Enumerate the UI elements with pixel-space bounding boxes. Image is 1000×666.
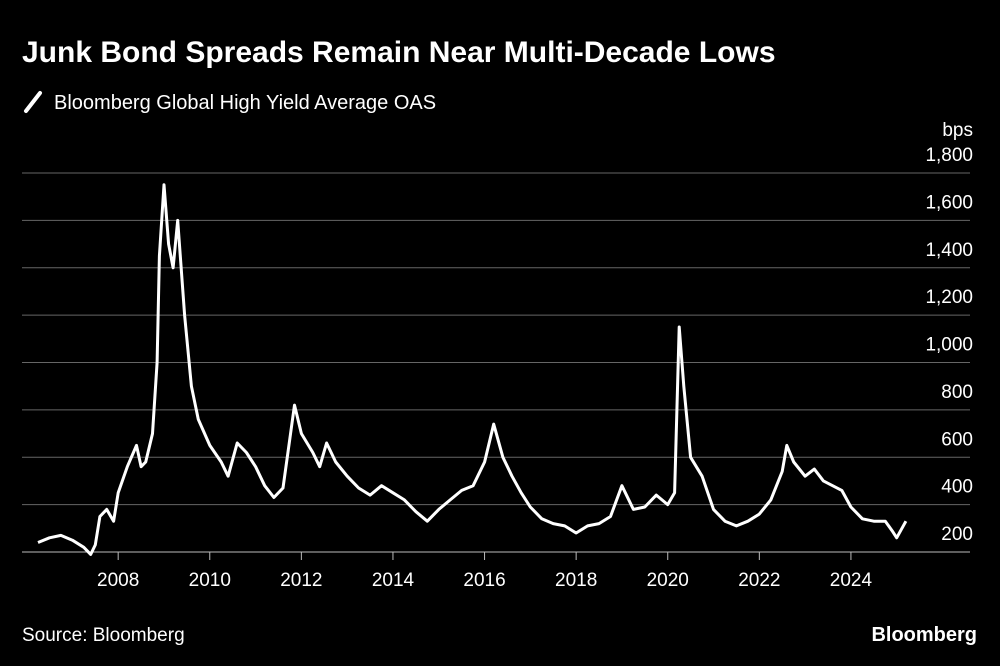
y-tick-label: 600: [941, 429, 973, 450]
chart-title: Junk Bond Spreads Remain Near Multi-Deca…: [22, 36, 776, 69]
y-tick-label: 400: [941, 477, 973, 498]
y-tick-label: 1,400: [925, 240, 973, 261]
y-tick-label: 200: [941, 524, 973, 545]
legend-swatch: [24, 91, 42, 113]
y-tick-label: 800: [941, 382, 973, 403]
x-tick-label: 2020: [647, 570, 689, 591]
y-axis-label: bps: [942, 120, 973, 141]
x-tick-label: 2016: [463, 570, 505, 591]
brand: Bloomberg: [871, 624, 977, 646]
y-tick-label: 1,000: [925, 335, 973, 356]
x-tick-label: 2022: [738, 570, 780, 591]
x-tick-label: 2008: [97, 570, 139, 591]
y-tick-label: 1,600: [925, 192, 973, 213]
line-series: [37, 183, 908, 556]
x-tick-label: 2012: [280, 570, 322, 591]
legend-label: Bloomberg Global High Yield Average OAS: [54, 92, 436, 114]
x-tick-label: 2014: [372, 570, 415, 591]
x-tick-label: 2018: [555, 570, 597, 591]
x-tick-label: 2010: [189, 570, 231, 591]
source: Source: Bloomberg: [22, 625, 185, 646]
y-tick-label: 1,200: [925, 287, 973, 308]
y-tick-label: 1,800: [925, 145, 973, 166]
x-tick-label: 2024: [830, 570, 873, 591]
